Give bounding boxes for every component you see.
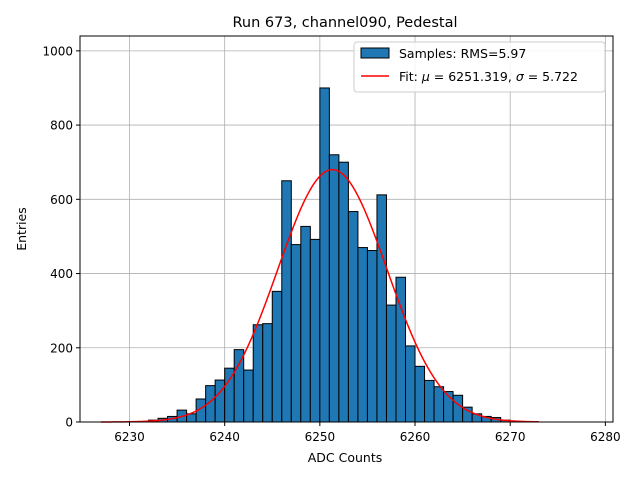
histogram-bar-17 [309, 238, 321, 423]
histogram-bar-28 [414, 365, 426, 423]
y-axis-label: Entries [14, 207, 29, 251]
y-tick-label-4: 800 [50, 119, 73, 133]
y-tick-label-0: 0 [65, 416, 73, 430]
histogram-bar-16 [300, 225, 311, 423]
y-tick-label-1: 200 [50, 341, 73, 355]
histogram-bar-23 [366, 250, 378, 423]
histogram-bar-33 [462, 406, 473, 423]
histogram-bar-27 [405, 345, 416, 423]
legend-box [353, 41, 606, 93]
histogram-bar-30 [433, 386, 445, 423]
legend: Samples: RMS=5.97 Fit: μ = 6251.319, σ =… [353, 41, 606, 93]
legend-mu-value: = 6251.319, [430, 69, 516, 84]
histogram-bar-29 [424, 379, 435, 423]
histogram-bar-24 [376, 194, 387, 423]
x-tick-label-5: 6280 [590, 430, 621, 444]
histogram-bars [148, 87, 511, 423]
gaussian-fit-curve [100, 168, 539, 423]
histogram-bar-22 [357, 247, 368, 423]
histogram-bar-14 [281, 180, 292, 423]
histogram-bar-15 [290, 244, 302, 423]
y-tick-label-2: 400 [50, 267, 73, 281]
legend-sigma-symbol: σ [516, 69, 525, 84]
legend-mu-symbol: μ [421, 69, 430, 84]
histogram-bar-12 [262, 323, 273, 423]
legend-samples-swatch [360, 47, 390, 59]
legend-fit-prefix: Fit: [399, 69, 422, 84]
histogram-bar-9 [233, 349, 245, 423]
histogram-bar-32 [452, 394, 464, 423]
y-tick-label-5: 1000 [42, 44, 73, 58]
fit-curve-group [100, 168, 539, 423]
histogram-bar-25 [385, 304, 397, 423]
histogram-bar-10 [243, 369, 254, 423]
y-tick-label-3: 600 [50, 193, 73, 207]
y-axis-ticks: 0 200 400 600 800 1000 [42, 44, 80, 430]
legend-sigma-value: = 5.722 [524, 69, 578, 84]
x-tick-label-3: 6260 [400, 430, 431, 444]
legend-fit-label: Fit: μ = 6251.319, σ = 5.722 [399, 69, 578, 84]
x-tick-label-2: 6250 [305, 430, 336, 444]
histogram-bar-13 [271, 290, 283, 423]
x-tick-label-1: 6240 [209, 430, 240, 444]
histogram-bar-21 [347, 211, 359, 423]
histogram-bar-19 [328, 154, 340, 423]
histogram-bar-20 [338, 161, 349, 423]
legend-samples-label: Samples: RMS=5.97 [399, 46, 526, 61]
chart-title: Run 673, channel090, Pedestal [232, 15, 457, 31]
x-axis-label: ADC Counts [308, 450, 383, 465]
histogram-bar-8 [224, 367, 235, 423]
plot-frame [79, 35, 614, 423]
x-tick-label-0: 6230 [114, 430, 145, 444]
histogram-bar-7 [214, 379, 226, 423]
histogram-bar-11 [252, 324, 264, 423]
x-tick-label-4: 6270 [495, 430, 526, 444]
x-axis-ticks: 6230 6240 6250 6260 6270 6280 [114, 422, 621, 444]
histogram-bar-18 [319, 87, 330, 423]
